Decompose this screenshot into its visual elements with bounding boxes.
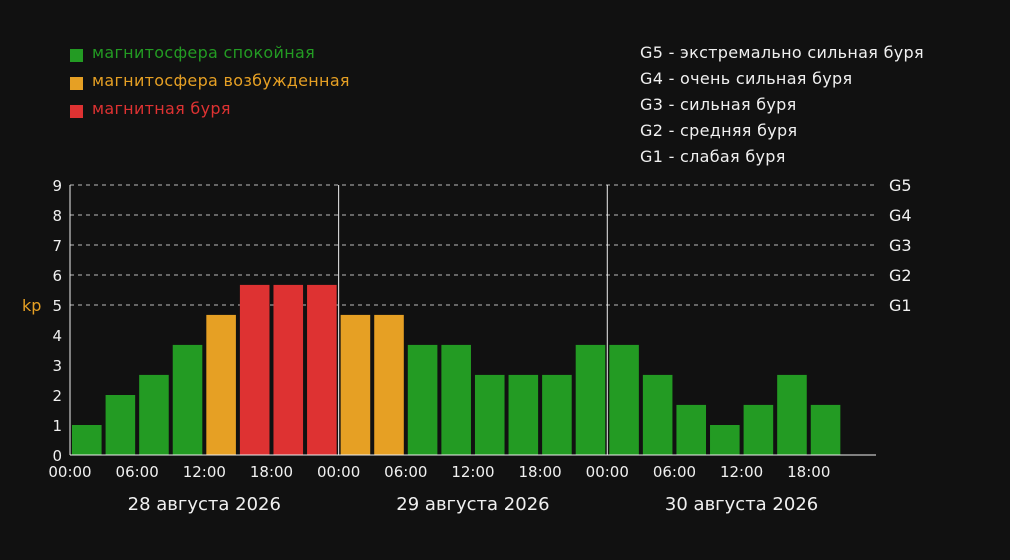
x-tick-label: 12:00	[183, 463, 226, 481]
x-tick-label: 06:00	[116, 463, 159, 481]
bar	[407, 344, 438, 455]
bar	[642, 374, 673, 455]
bar	[172, 344, 203, 455]
legend-label-calm: магнитосфера спокойная	[92, 43, 316, 62]
y-tick-label: 6	[52, 267, 62, 285]
legend-swatch-storm	[70, 105, 83, 118]
bar	[743, 404, 774, 455]
x-tick-label: 00:00	[586, 463, 629, 481]
axis-labels: G1 G2 G3 G4 G5 0 1 2 3 4 5 6 7 8 9 kp 00:00 06:00 12:00 18:…	[22, 176, 912, 515]
g-scale-item-g3: G3 - сильная буря	[640, 95, 797, 114]
bars	[72, 284, 841, 455]
legend-swatch-calm	[70, 49, 83, 62]
bar	[72, 425, 102, 455]
g-scale-item-g2: G2 - средняя буря	[640, 121, 798, 140]
day-label: 29 августа 2026	[396, 494, 549, 515]
x-tick-label: 00:00	[48, 463, 91, 481]
bar	[710, 425, 740, 455]
bar	[307, 284, 337, 455]
g-level-label-g2: G2	[889, 266, 912, 285]
bar	[575, 344, 606, 455]
y-tick-label: 2	[52, 387, 62, 405]
y-tick-label: 9	[52, 177, 62, 195]
y-tick-label: 3	[52, 357, 62, 375]
g-level-label-g1: G1	[889, 296, 912, 315]
g-level-label-g3: G3	[889, 236, 912, 255]
g-level-label-g4: G4	[889, 206, 912, 225]
legend-swatch-excited	[70, 77, 83, 90]
g-scale-item-g4: G4 - очень сильная буря	[640, 69, 853, 88]
g-level-label-g5: G5	[889, 176, 912, 195]
bar	[609, 344, 639, 455]
bar	[508, 374, 539, 455]
y-tick-label: 4	[52, 327, 62, 345]
g-scale-item-g1: G1 - слабая буря	[640, 147, 786, 166]
y-tick-label: 8	[52, 207, 62, 225]
bar	[340, 314, 371, 455]
bar	[139, 374, 169, 455]
bar	[374, 314, 404, 455]
axes	[69, 185, 876, 456]
bar	[239, 284, 270, 455]
legend-label-storm: магнитная буря	[92, 99, 231, 118]
y-tick-label: 5	[52, 297, 62, 315]
grid-lines	[70, 184, 876, 455]
bar	[441, 344, 471, 455]
x-tick-label: 12:00	[720, 463, 763, 481]
x-tick-label: 06:00	[653, 463, 696, 481]
bar	[676, 404, 707, 455]
bar	[474, 374, 505, 455]
bar	[810, 404, 841, 455]
x-tick-label: 18:00	[250, 463, 293, 481]
y-tick-label: 7	[52, 237, 62, 255]
x-tick-label: 06:00	[384, 463, 427, 481]
bar	[777, 374, 807, 455]
bar	[273, 284, 304, 455]
y-tick-label: 1	[52, 417, 62, 435]
x-tick-label: 18:00	[787, 463, 830, 481]
g-scale-list: G5 - экстремально сильная буря G4 - очен…	[640, 43, 924, 173]
y-tick-label: 0	[52, 447, 62, 465]
x-tick-label: 00:00	[317, 463, 360, 481]
x-tick-label: 12:00	[451, 463, 494, 481]
day-label: 30 августа 2026	[665, 494, 818, 515]
bar	[105, 395, 136, 455]
g-scale-item-g5: G5 - экстремально сильная буря	[640, 43, 924, 62]
day-label: 28 августа 2026	[128, 494, 281, 515]
bar	[206, 314, 236, 455]
bar	[542, 374, 572, 455]
legend-label-excited: магнитосфера возбужденная	[92, 71, 350, 90]
y-axis-label: kp	[22, 296, 41, 315]
x-tick-label: 18:00	[519, 463, 562, 481]
